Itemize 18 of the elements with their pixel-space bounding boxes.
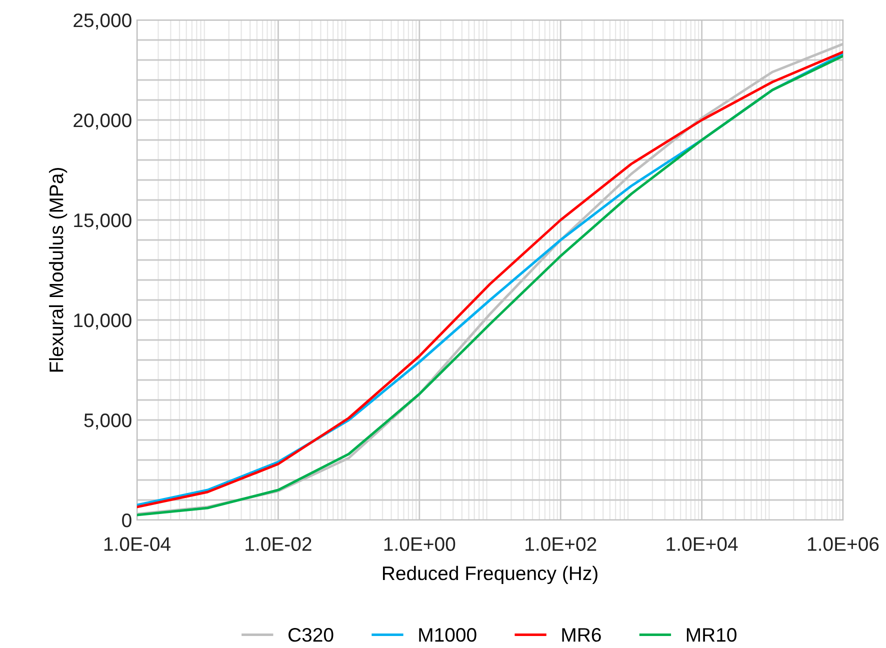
x-tick-label: 1.0E+02 (526, 537, 596, 551)
x-tick-label: 1.0E+00 (384, 537, 456, 551)
y-tick-label: 25,000 (74, 13, 132, 30)
legend-label: MR6 (562, 628, 601, 642)
y-axis-title: Flexural Modulus (MPa) (48, 168, 68, 372)
legend-label: MR10 (686, 628, 736, 642)
y-tick-label: 0 (122, 513, 132, 528)
x-tick-label: 1.0E-02 (246, 537, 312, 551)
legend-label: M1000 (419, 628, 476, 642)
x-tick-label: 1.0E+04 (666, 537, 738, 551)
y-tick-label: 10,000 (74, 313, 132, 330)
y-tick-label: 5,000 (84, 413, 132, 430)
x-axis-title: Reduced Frequency (Hz) (382, 566, 598, 584)
y-tick-label: 15,000 (74, 213, 132, 230)
x-tick-label: 1.0E-04 (104, 537, 170, 551)
x-tick-label: 1.0E+06 (808, 537, 879, 551)
y-tick-label: 20,000 (74, 113, 132, 130)
legend-label: C320 (288, 628, 334, 642)
